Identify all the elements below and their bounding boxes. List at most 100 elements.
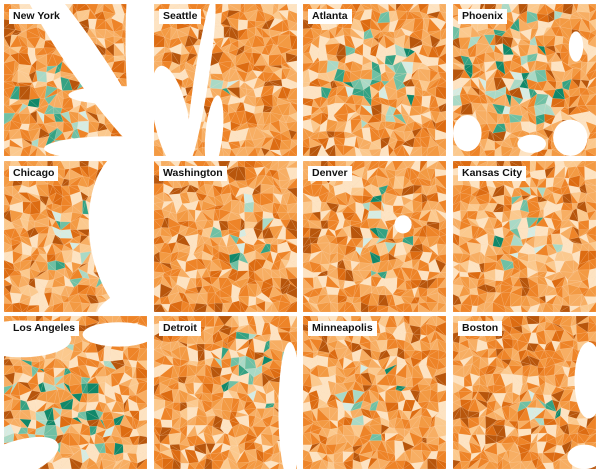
map-tract bbox=[585, 233, 596, 244]
map-tract bbox=[308, 302, 321, 312]
map-tract bbox=[402, 78, 412, 87]
map-tract bbox=[356, 135, 364, 150]
map-tract bbox=[247, 283, 257, 298]
map-tract bbox=[529, 170, 540, 180]
map-tract bbox=[511, 195, 524, 205]
map-tract bbox=[210, 51, 224, 64]
map-tract bbox=[521, 195, 532, 201]
map-tract bbox=[586, 76, 596, 89]
map-tract bbox=[9, 103, 24, 114]
map-tract bbox=[367, 167, 379, 181]
water-area bbox=[394, 215, 412, 234]
map-tract bbox=[256, 166, 266, 177]
map-tract bbox=[317, 57, 328, 62]
map-tract bbox=[537, 283, 549, 299]
map-tract bbox=[585, 149, 596, 156]
map-tract bbox=[478, 129, 490, 141]
map-tract bbox=[417, 270, 428, 281]
map-tract bbox=[404, 280, 413, 291]
map-tract bbox=[588, 250, 596, 259]
map-tract bbox=[68, 175, 83, 187]
map-tract bbox=[137, 316, 147, 328]
map-tract bbox=[453, 185, 461, 197]
map-tract bbox=[393, 27, 402, 40]
map-tract bbox=[20, 212, 29, 222]
map-tract bbox=[420, 114, 432, 125]
map-tract bbox=[238, 10, 245, 20]
map-tract bbox=[310, 243, 323, 254]
map-tract bbox=[587, 35, 596, 46]
map-tract bbox=[421, 95, 430, 109]
map-tract bbox=[361, 207, 370, 223]
map-tract bbox=[86, 4, 95, 15]
map-tract bbox=[478, 271, 485, 280]
map-tract bbox=[260, 285, 274, 294]
map-tract bbox=[320, 263, 329, 273]
map-tract bbox=[234, 188, 244, 199]
map-tract bbox=[559, 225, 573, 240]
map-tract bbox=[168, 303, 182, 312]
choropleth-kansas-city bbox=[453, 161, 596, 312]
map-tract bbox=[435, 96, 446, 108]
choropleth-phoenix bbox=[453, 4, 596, 156]
map-tract bbox=[213, 220, 222, 232]
map-tract bbox=[459, 86, 468, 96]
map-tract bbox=[403, 130, 413, 143]
map-tract bbox=[580, 243, 590, 252]
map-tract bbox=[286, 78, 297, 90]
map-tract bbox=[584, 171, 596, 181]
map-tract bbox=[568, 105, 578, 116]
map-tract bbox=[395, 305, 404, 312]
map-tract bbox=[61, 244, 74, 252]
map-tract bbox=[581, 53, 588, 63]
map-tract bbox=[375, 285, 385, 296]
map-tract bbox=[95, 285, 104, 297]
map-tract bbox=[316, 271, 329, 277]
map-tract bbox=[222, 43, 232, 53]
map-tract bbox=[260, 205, 273, 214]
map-tract bbox=[218, 250, 231, 265]
map-tract bbox=[179, 61, 187, 74]
map-tract bbox=[79, 161, 89, 167]
map-tract bbox=[262, 217, 275, 232]
map-tract bbox=[417, 303, 432, 312]
map-tract bbox=[564, 99, 570, 109]
map-tract bbox=[185, 261, 198, 273]
map-tract bbox=[285, 48, 297, 53]
map-tract bbox=[102, 4, 116, 15]
map-tract bbox=[37, 147, 47, 156]
map-tract bbox=[18, 296, 32, 306]
map-tract bbox=[535, 121, 545, 132]
map-tract bbox=[503, 234, 515, 246]
map-tract bbox=[272, 94, 278, 108]
map-tract bbox=[28, 226, 39, 239]
map-tract bbox=[160, 227, 173, 238]
map-tract bbox=[509, 60, 522, 72]
map-tract bbox=[32, 80, 38, 89]
map-tract bbox=[209, 230, 223, 238]
map-tract bbox=[9, 292, 20, 304]
map-tract bbox=[584, 161, 596, 173]
map-tract bbox=[214, 302, 223, 312]
map-tract bbox=[392, 161, 404, 172]
map-tract bbox=[453, 305, 461, 312]
map-tract bbox=[359, 275, 372, 284]
map-tract bbox=[36, 104, 49, 112]
map-tract bbox=[235, 110, 246, 126]
map-tract bbox=[189, 26, 200, 41]
map-tract bbox=[354, 146, 363, 156]
map-tract bbox=[380, 138, 389, 150]
map-tract bbox=[527, 253, 536, 263]
map-tract bbox=[20, 218, 28, 232]
map-tract bbox=[519, 104, 528, 113]
map-tract bbox=[94, 28, 105, 39]
map-tract bbox=[358, 270, 372, 281]
map-tract bbox=[85, 316, 100, 327]
map-tract bbox=[396, 144, 406, 156]
map-tract bbox=[261, 292, 274, 304]
map-tract bbox=[288, 260, 297, 268]
choropleth-seattle bbox=[154, 4, 297, 156]
map-tract bbox=[544, 285, 556, 297]
map-tract bbox=[483, 269, 496, 282]
